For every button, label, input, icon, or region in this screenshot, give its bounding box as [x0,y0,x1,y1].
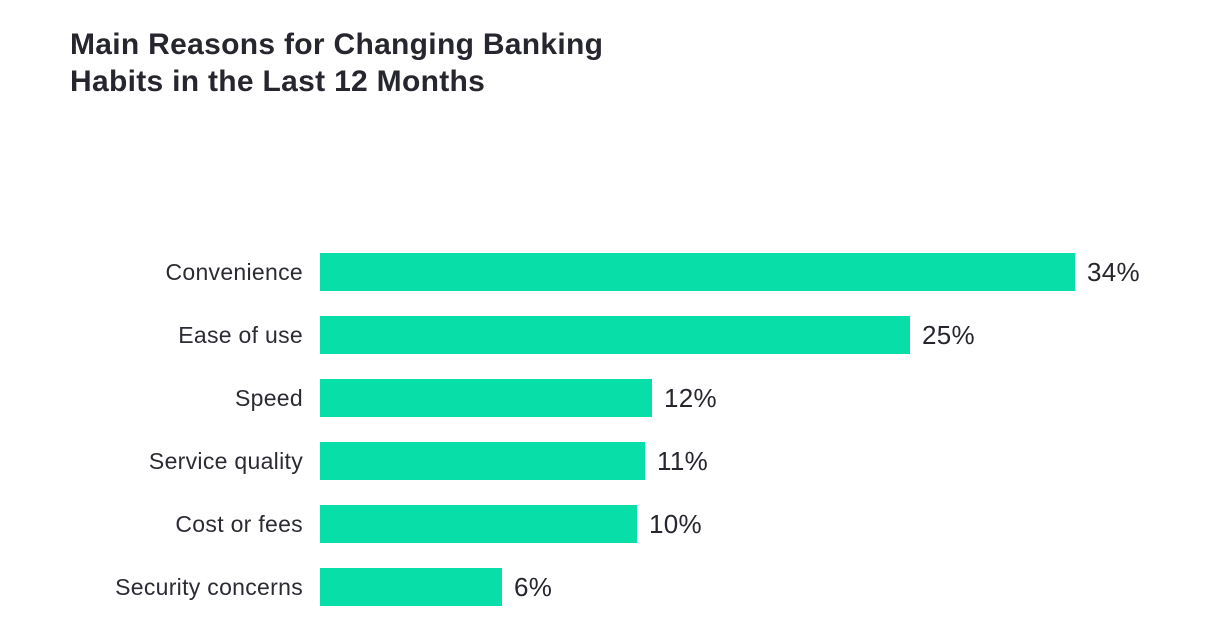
bar [320,379,652,417]
value-label: 6% [514,571,553,602]
value-label: 25% [922,319,975,350]
category-label: Cost or fees [175,510,303,537]
bar [320,505,637,543]
value-label: 34% [1087,256,1140,287]
category-label: Ease of use [178,321,303,348]
bar [320,316,910,354]
value-label: 11% [657,445,709,476]
bar [320,442,645,480]
bar [320,253,1075,291]
chart-title-line-1: Main Reasons for Changing Banking [70,28,604,61]
chart-row: Security concerns 6% [0,568,1225,606]
value-label: 10% [649,508,702,539]
chart-row: Cost or fees 10% [0,505,1225,543]
chart-title: Main Reasons for Changing Banking Habits… [70,26,603,100]
chart-row: Speed 12% [0,379,1225,417]
chart-row: Convenience 34% [0,253,1225,291]
chart-row: Ease of use 25% [0,316,1225,354]
category-label: Convenience [165,258,303,285]
chart-title-line-2: Habits in the Last 12 Months [70,65,486,98]
category-label: Speed [234,384,303,411]
bar [320,568,502,606]
value-label: 12% [664,382,717,413]
bar-chart: Convenience 34% Ease of use 25% Speed 12% Serv… [0,253,1225,631]
chart-row: Service quality 11% [0,442,1225,480]
category-label: Service quality [148,447,303,474]
category-label: Security concerns [115,573,303,600]
